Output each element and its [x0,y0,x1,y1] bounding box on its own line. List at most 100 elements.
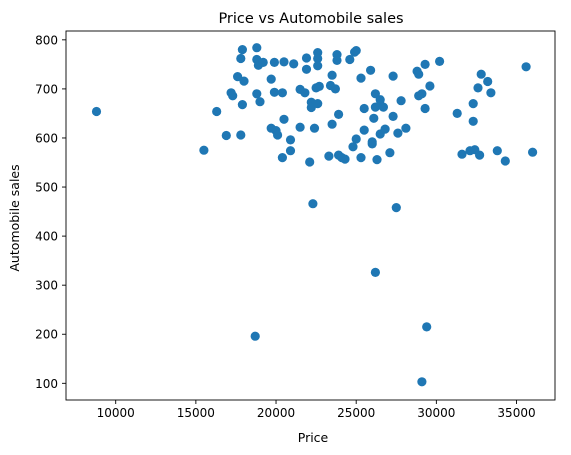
x-tick-label: 10000 [97,406,135,420]
scatter-point [228,91,238,101]
scatter-point [476,69,486,79]
scatter-point [500,156,510,166]
scatter-point [258,57,268,67]
scatter-point [348,142,358,152]
scatter-point [91,106,102,117]
scatter-point [252,89,262,99]
scatter-point [369,113,379,123]
scatter-point [486,88,496,98]
scatter-point [356,73,366,83]
scatter-point [417,89,427,99]
scatter-point [250,331,260,341]
scatter-point [289,59,299,69]
scatter-point [422,322,432,332]
scatter-point [391,203,401,213]
y-axis-label: Automobile sales [7,164,22,271]
scatter-point [468,99,478,109]
scatter-point [396,96,406,106]
scatter-point [417,377,427,387]
scatter-point [528,147,538,157]
y-tick-label: 300 [35,279,58,293]
x-tick-label: 30000 [417,406,455,420]
scatter-point [255,97,265,107]
scatter-point [308,199,318,209]
scatter-point [301,53,312,63]
scatter-point [468,116,478,126]
scatter-point [300,88,310,98]
scatter-point [236,130,246,140]
scatter-point [313,61,323,71]
scatter-point [285,135,296,145]
scatter-point [378,102,388,112]
x-tick-label: 35000 [497,406,535,420]
scatter-point [414,69,424,79]
scatter-point [313,53,323,64]
scatter-point [367,137,377,147]
scatter-point [359,103,369,114]
plot-area-frame [65,30,556,401]
scatter-point [359,125,369,135]
scatter-point [277,88,287,98]
scatter-point [370,267,380,277]
x-tick-label: 25000 [337,406,375,420]
scatter-point [273,130,283,140]
scatter-point [252,43,262,53]
y-tick-label: 400 [35,230,58,244]
scatter-point [295,122,305,132]
scatter-point [372,155,382,165]
scatter-point [483,76,493,87]
scatter-point [324,151,334,161]
scatter-point [351,134,361,144]
scatter-point [393,128,403,138]
scatter-point [345,54,355,65]
scatter-point [313,99,323,109]
scatter-point [301,64,312,74]
y-tick-label: 500 [35,181,58,195]
scatter-point [236,53,246,64]
scatter-point [521,62,531,72]
y-tick-label: 600 [35,131,58,145]
scatter-point [332,50,342,60]
y-axis: 100 200 300 400 500 600 700 800 [35,33,66,391]
scatter-point [237,100,247,110]
scatter-point [351,46,361,56]
scatter-point [420,59,430,69]
scatter-point [279,57,289,67]
scatter-point [309,123,320,133]
scatter-point [221,130,231,141]
y-tick-label: 100 [35,377,58,391]
y-tick-label: 800 [35,33,58,47]
scatter-point [314,81,324,91]
x-axis: 10000 15000 20000 25000 30000 35000 [97,400,536,420]
scatter-point [385,148,395,158]
scatter-point [277,153,287,163]
scatter-point [388,111,398,121]
scatter-point [401,123,411,133]
scatter-point [279,114,289,124]
scatter-point [327,119,337,129]
y-tick-label: 700 [35,82,58,96]
scatter-point [237,45,247,55]
scatter-point [380,124,390,134]
scatter-point [266,74,276,84]
points-layer [91,43,538,387]
chart-title: Price vs Automobile sales [218,11,403,27]
scatter-point [492,146,502,156]
x-tick-label: 20000 [257,406,295,420]
scatter-point [366,65,376,75]
y-tick-label: 200 [35,328,58,342]
x-axis-label: Price [298,430,329,445]
scatter-point [475,150,485,160]
scatter-point [239,76,249,86]
scatter-point [269,57,279,67]
scatter-point [340,154,350,164]
scatter-point [305,157,315,167]
scatter-point [425,81,435,91]
scatter-point [199,145,209,155]
scatter-point [356,153,366,163]
scatter-point [269,87,279,97]
x-tick-label: 15000 [177,406,215,420]
scatter-point [285,146,296,156]
